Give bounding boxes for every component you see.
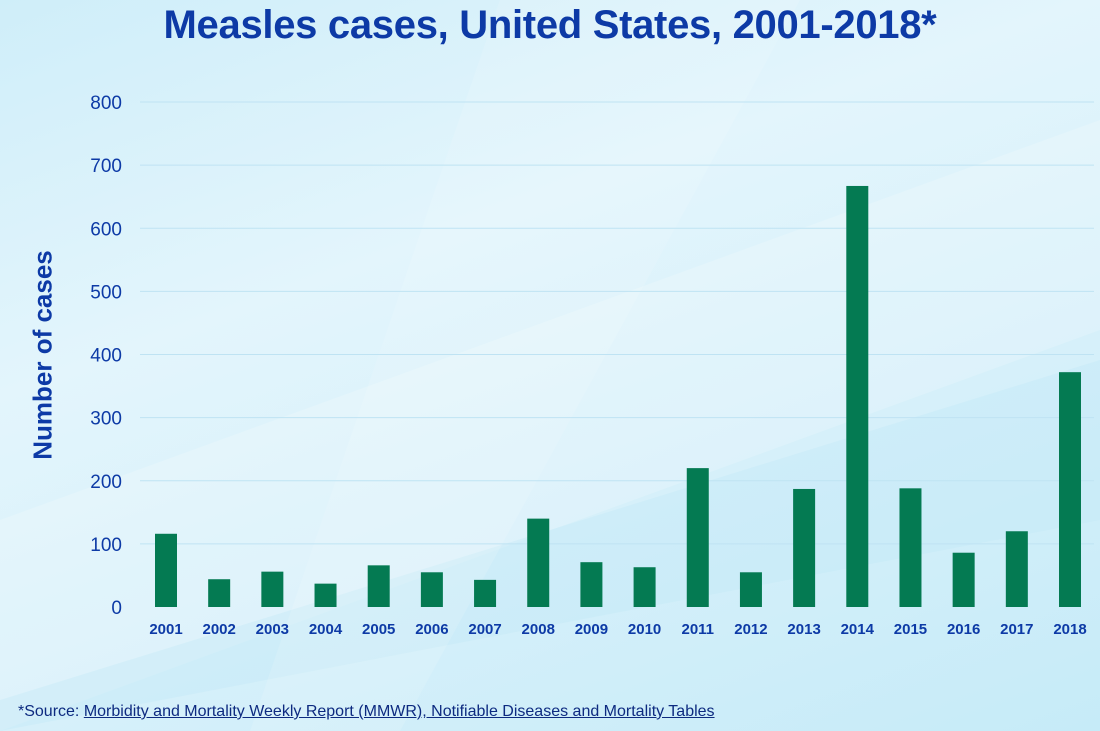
x-tick-label: 2016 [947, 621, 980, 638]
bar-2014 [846, 185, 869, 608]
bar-2013 [793, 488, 816, 607]
bar-2003 [261, 571, 284, 607]
y-tick-label: 400 [90, 346, 122, 367]
x-axis-ticks: 2001 2002 2003 2004 2005 2006 2007 2008 2009 2010… [149, 621, 1086, 638]
x-tick-label: 2001 [149, 621, 182, 638]
y-tick-label: 500 [90, 282, 122, 303]
bar-2006 [420, 572, 443, 607]
x-tick-label: 2012 [734, 621, 767, 638]
x-tick-label: 2003 [256, 621, 289, 638]
x-tick-label: 2010 [628, 621, 661, 638]
source-footnote: *Source: Morbidity and Mortality Weekly … [18, 703, 715, 721]
chart-title: Measles cases, United States, 2001-2018* [163, 3, 937, 47]
bar-2008 [527, 518, 550, 607]
bar-2011 [686, 468, 709, 607]
bar-2012 [739, 572, 762, 607]
x-tick-label: 2013 [787, 621, 820, 638]
x-tick-label: 2018 [1053, 621, 1086, 638]
bar-2001 [155, 533, 177, 607]
x-tick-label: 2005 [362, 621, 395, 638]
source-prefix: *Source: [18, 703, 84, 720]
x-tick-label: 2008 [522, 621, 555, 638]
x-tick-label: 2007 [468, 621, 501, 638]
y-axis-label: Number of cases [27, 250, 58, 460]
y-tick-label: 200 [90, 472, 122, 493]
bar-2005 [367, 565, 390, 607]
y-tick-label: 300 [90, 409, 122, 430]
bar-2002 [208, 579, 231, 607]
y-axis-ticks: 0 100 200 300 400 500 600 700 800 [90, 93, 122, 619]
x-tick-label: 2004 [309, 621, 343, 638]
source-link[interactable]: Morbidity and Mortality Weekly Report (M… [83, 703, 715, 720]
x-tick-label: 2014 [841, 621, 875, 638]
y-tick-label: 700 [90, 156, 122, 177]
gridlines [140, 101, 1094, 545]
x-tick-label: 2006 [415, 621, 448, 638]
bars [155, 185, 1081, 608]
y-tick-label: 600 [90, 219, 122, 240]
bar-2017 [1005, 531, 1028, 607]
bar-2016 [952, 552, 975, 607]
x-tick-label: 2015 [894, 621, 927, 638]
x-tick-label: 2011 [681, 621, 714, 638]
bar-2015 [899, 488, 922, 607]
y-tick-label: 100 [90, 535, 122, 556]
x-tick-label: 2017 [1000, 621, 1033, 638]
bar-2007 [474, 579, 497, 607]
bar-2009 [580, 562, 603, 607]
x-tick-label: 2009 [575, 621, 608, 638]
y-tick-label: 800 [90, 93, 122, 114]
bar-2004 [314, 583, 337, 607]
bar-2018 [1059, 372, 1081, 607]
bar-2010 [633, 567, 656, 607]
y-tick-label: 0 [111, 598, 122, 619]
x-tick-label: 2002 [202, 621, 235, 638]
